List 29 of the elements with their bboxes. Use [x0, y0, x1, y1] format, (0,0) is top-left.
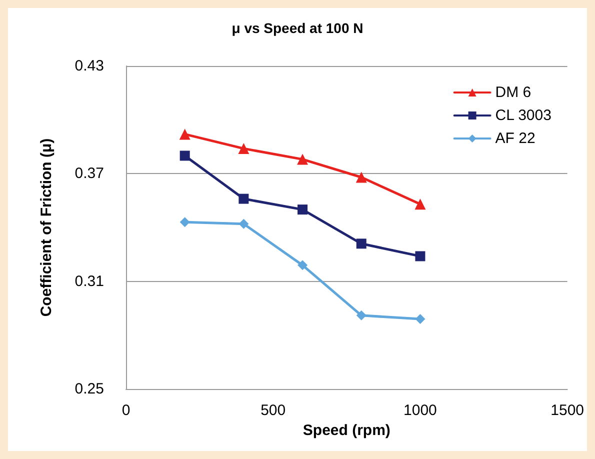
- chart-title: μ vs Speed at 100 N: [232, 20, 364, 36]
- legend-label: CL 3003: [495, 107, 552, 124]
- point: [356, 310, 366, 320]
- point: [180, 150, 190, 161]
- y-tick-label: 0.37: [74, 165, 104, 182]
- point: [415, 314, 426, 324]
- point: [298, 260, 308, 270]
- point: [238, 143, 250, 154]
- y-axis-title: Coefficient of Friction (μ): [38, 138, 55, 317]
- x-tick-label: 0: [122, 402, 130, 419]
- y-tick-label: 0.43: [74, 58, 104, 74]
- point: [356, 172, 367, 183]
- legend-label: DM 6: [495, 84, 532, 101]
- x-tick-label: 500: [260, 402, 286, 419]
- point: [179, 128, 190, 140]
- y-tick-label: 0.31: [74, 272, 104, 290]
- point: [298, 204, 308, 215]
- point: [238, 194, 249, 204]
- x-tick-label: 1000: [404, 402, 437, 419]
- legend-label: AF 22: [495, 130, 536, 147]
- point: [356, 238, 366, 249]
- x-axis-title: Speed (rpm): [302, 422, 390, 439]
- point: [414, 198, 426, 210]
- x-tick-label: 1500: [550, 402, 584, 419]
- point: [415, 251, 426, 262]
- point: [238, 218, 249, 229]
- point: [297, 154, 308, 165]
- point: [180, 217, 190, 228]
- y-tick-label: 0.25: [74, 380, 104, 398]
